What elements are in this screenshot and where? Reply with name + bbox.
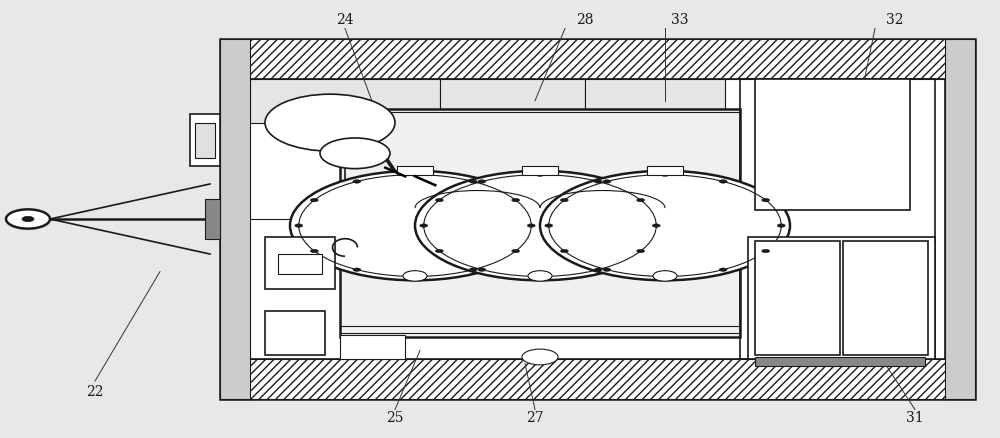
Bar — [397, 166, 433, 175]
Circle shape — [762, 198, 770, 202]
Text: 22: 22 — [86, 385, 104, 399]
Circle shape — [320, 138, 390, 169]
Bar — [220, 39, 975, 79]
Circle shape — [512, 249, 520, 253]
Bar — [265, 237, 335, 289]
Bar — [340, 110, 740, 337]
Circle shape — [603, 180, 611, 183]
Circle shape — [522, 349, 558, 365]
Text: 31: 31 — [906, 411, 924, 425]
Circle shape — [594, 180, 602, 183]
Circle shape — [265, 94, 395, 151]
Circle shape — [420, 224, 428, 227]
Circle shape — [560, 249, 568, 253]
Circle shape — [603, 268, 611, 272]
Circle shape — [353, 268, 361, 272]
Bar — [522, 166, 558, 175]
Circle shape — [652, 224, 660, 227]
Circle shape — [536, 173, 544, 177]
Circle shape — [435, 198, 443, 202]
Circle shape — [411, 173, 419, 177]
Circle shape — [527, 224, 535, 227]
Circle shape — [22, 216, 34, 222]
Bar — [755, 357, 925, 366]
Bar — [250, 79, 440, 123]
Circle shape — [435, 249, 443, 253]
Bar — [220, 39, 250, 399]
Bar — [265, 311, 325, 355]
Bar — [195, 123, 215, 158]
Circle shape — [540, 171, 790, 280]
Circle shape — [661, 173, 669, 177]
Circle shape — [411, 275, 419, 278]
Circle shape — [777, 224, 785, 227]
Bar — [748, 237, 935, 359]
Circle shape — [719, 268, 727, 272]
Bar — [755, 79, 910, 210]
Bar — [585, 79, 725, 123]
Circle shape — [637, 198, 645, 202]
Circle shape — [594, 268, 602, 272]
Text: 24: 24 — [336, 13, 354, 27]
Bar — [945, 39, 975, 399]
Circle shape — [310, 198, 318, 202]
Circle shape — [295, 224, 303, 227]
Circle shape — [469, 268, 477, 272]
Circle shape — [353, 180, 361, 183]
Text: 28: 28 — [576, 13, 594, 27]
Circle shape — [637, 249, 645, 253]
Bar — [220, 359, 975, 399]
Circle shape — [415, 171, 665, 280]
Bar — [340, 335, 405, 359]
Bar — [205, 199, 220, 239]
Circle shape — [6, 209, 50, 229]
Circle shape — [560, 198, 568, 202]
Text: 33: 33 — [671, 13, 689, 27]
Bar — [278, 254, 322, 274]
Circle shape — [512, 198, 520, 202]
Circle shape — [290, 171, 540, 280]
Text: 25: 25 — [386, 411, 404, 425]
Circle shape — [528, 271, 552, 281]
Bar — [440, 79, 585, 123]
Circle shape — [661, 275, 669, 278]
Circle shape — [762, 249, 770, 253]
Circle shape — [310, 249, 318, 253]
Circle shape — [403, 271, 427, 281]
Bar — [843, 241, 928, 355]
Bar — [740, 79, 935, 359]
Text: 27: 27 — [526, 411, 544, 425]
Bar — [755, 241, 840, 355]
Circle shape — [653, 271, 677, 281]
Circle shape — [536, 275, 544, 278]
Circle shape — [478, 268, 486, 272]
Bar — [220, 39, 975, 399]
Circle shape — [719, 180, 727, 183]
Text: 32: 32 — [886, 13, 904, 27]
Circle shape — [469, 180, 477, 183]
Circle shape — [545, 224, 553, 227]
Bar — [250, 79, 945, 359]
Bar — [647, 166, 683, 175]
Bar — [190, 114, 220, 166]
Circle shape — [478, 180, 486, 183]
